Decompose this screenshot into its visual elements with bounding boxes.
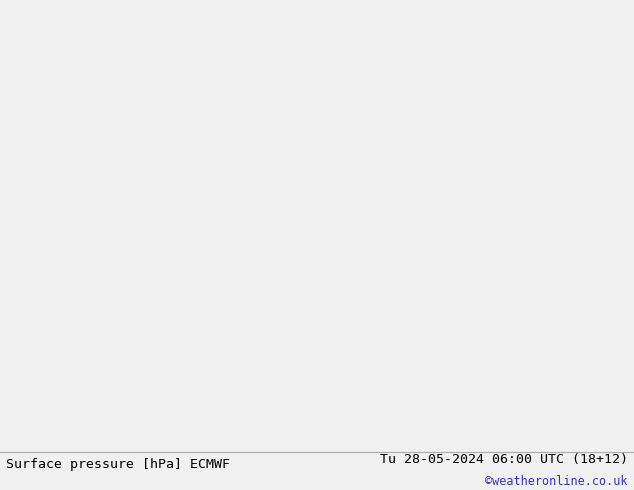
Text: Tu 28-05-2024 06:00 UTC (18+12): Tu 28-05-2024 06:00 UTC (18+12) (380, 453, 628, 466)
Text: ©weatheronline.co.uk: ©weatheronline.co.uk (485, 475, 628, 488)
Text: Surface pressure [hPa] ECMWF: Surface pressure [hPa] ECMWF (6, 458, 230, 471)
